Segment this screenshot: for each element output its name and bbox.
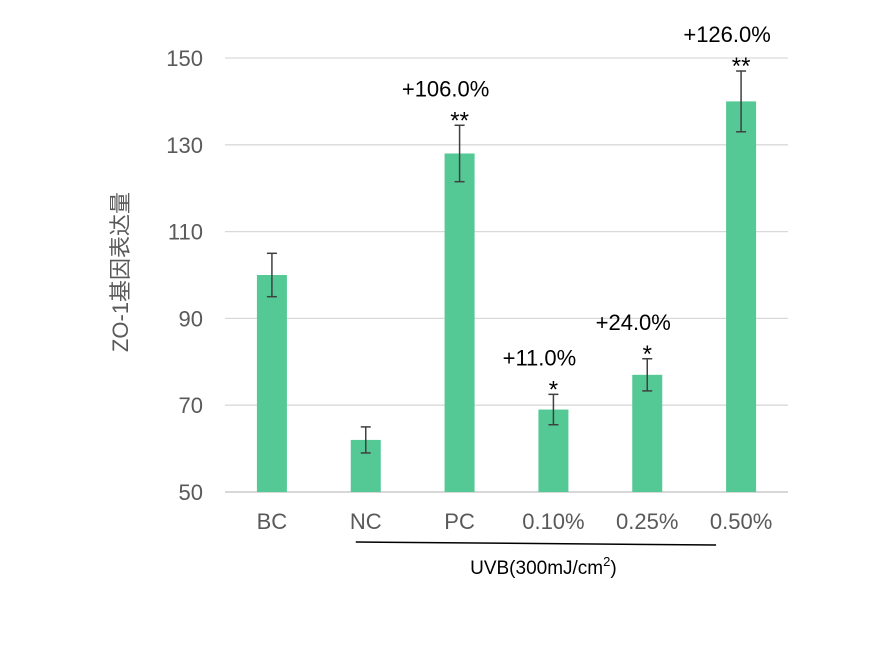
group-label-suffix: ) [610,558,616,579]
bar-0.50% [726,101,757,493]
significance-0.25%: * [643,341,652,368]
error-bars [266,70,747,454]
x-tick-BC: BC [257,509,288,534]
percent-label-0.25%: +24.0% [596,310,671,335]
y-tick-70: 70 [179,393,203,418]
percent-label-0.50%: +126.0% [683,22,770,47]
y-tick-150: 150 [166,46,203,71]
group-label: UVB(300mJ/cm2) [470,554,617,579]
uvb-group-bracket: UVB(300mJ/cm2) [355,541,717,579]
group-line [355,541,717,546]
x-tick-0.25%: 0.25% [616,509,678,534]
y-tick-50: 50 [179,480,203,505]
x-tick-0.10%: 0.10% [522,509,584,534]
y-axis-label: ZO-1基因表达量 [108,192,133,352]
group-label-main: UVB(300mJ/cm [470,558,603,579]
annotations: ** +106.0% * +11.0% * +24.0% ** +126.0% [402,22,771,403]
percent-label-PC: +106.0% [402,76,489,101]
significance-0.50%: ** [732,53,751,80]
x-tick-NC: NC [350,509,382,534]
group-label-superscript: 2 [603,554,610,569]
x-tick-labels: BC NC PC 0.10% 0.25% 0.50% [257,509,773,534]
x-tick-PC: PC [444,509,475,534]
y-tick-labels: 50 70 90 110 130 150 [166,46,203,505]
significance-PC: ** [450,107,469,134]
y-tick-110: 110 [168,220,203,245]
y-tick-130: 130 [166,133,203,158]
gridlines [225,57,788,493]
x-tick-0.50%: 0.50% [710,509,772,534]
bar-0.25% [632,374,663,492]
bars [256,101,757,493]
bar-BC [256,275,287,492]
percent-label-0.10%: +11.0% [503,345,577,370]
significance-0.10%: * [549,376,558,403]
y-tick-90: 90 [179,306,203,331]
bar-PC [444,153,475,493]
